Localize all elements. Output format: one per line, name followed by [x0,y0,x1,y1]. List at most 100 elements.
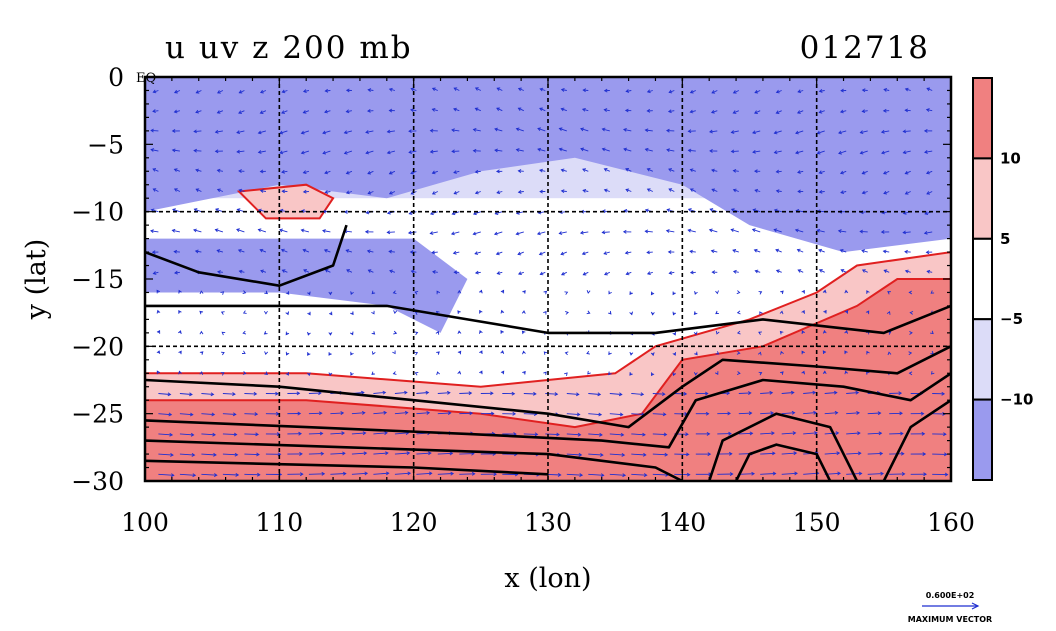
wind-vector [625,188,632,193]
wind-vector [926,191,933,195]
wind-vector [588,453,604,457]
wind-vector [560,251,567,256]
wind-vector [308,471,326,476]
wind-vector [844,309,849,314]
wind-vector [264,290,268,295]
wind-vector [242,330,247,335]
wind-vector [500,289,505,294]
wind-vector [257,130,267,135]
wind-vector [388,108,395,113]
wind-vector [150,128,159,133]
wind-vector [152,271,159,275]
wind-vector [330,411,345,415]
wind-vector [515,127,524,132]
wind-vector [603,188,610,193]
wind-vector [646,188,653,192]
wind-vector [257,228,267,233]
wind-vector [410,108,417,113]
colorbar-bin-1 [972,157,993,240]
wind-vector [926,269,933,274]
wind-vector [859,229,868,234]
wind-vector [238,169,245,173]
wind-vector [795,150,804,155]
wind-vector [693,311,698,315]
wind-vector [717,472,734,476]
wind-vector [308,391,322,396]
region-1 [145,238,468,333]
wind-vector [760,451,776,456]
contour-line-7 [734,443,832,481]
wind-vector [861,269,868,273]
wind-vector [844,289,849,294]
wind-vector [709,149,718,153]
wind-vector [780,350,784,355]
wind-vector [818,269,825,273]
wind-vector [759,311,763,316]
wind-vector [803,410,817,415]
wind-vector [644,229,653,234]
wind-vector [904,191,911,195]
wind-vector [158,392,172,397]
wind-vector [287,431,302,436]
wind-vector [453,170,460,174]
wind-vector [260,269,267,274]
wind-vector [801,310,805,314]
wind-vector [436,371,441,376]
wind-vector [652,432,668,437]
wind-vector [285,311,290,316]
x-tick-label: 140 [658,508,706,537]
wind-vector [881,150,890,155]
wind-vector [883,269,890,273]
wind-vector [285,331,290,336]
wind-vector [472,148,481,153]
wind-vector [732,168,739,173]
wind-vector [909,310,914,315]
wind-vector [302,170,310,175]
wind-vector [566,452,583,457]
wind-vector [730,228,739,233]
wind-vector [839,170,847,175]
wind-vector [889,431,904,436]
wind-vector [586,290,591,294]
wind-vector [431,250,438,255]
wind-vector [373,431,388,435]
wind-vector [416,390,430,395]
wind-vector [909,331,913,335]
wind-vector [307,291,311,296]
wind-vector [457,310,461,314]
wind-vector [910,472,927,477]
wind-vector [609,412,624,417]
wind-vector [373,471,390,476]
wind-vector [214,228,224,233]
wind-vector [580,127,589,132]
wind-vector [539,168,546,173]
wind-vector [760,431,775,436]
colorbar-bin-0 [972,77,993,160]
wind-vector [925,250,933,255]
wind-vector [608,290,612,295]
plot-frame [143,75,953,483]
wind-vector [564,291,569,295]
wind-vector [781,431,797,435]
wind-vector [779,371,784,375]
wind-vector [179,473,197,478]
wind-vector [672,352,676,356]
wind-vector [435,330,440,335]
x-tick-label: 100 [121,508,169,537]
wind-vector [452,250,460,255]
wind-vector [902,150,911,155]
wind-vector [926,87,933,92]
wind-vector [861,249,868,254]
wind-vector [902,230,911,235]
wind-vector [668,270,675,275]
wind-vector [302,248,310,253]
wind-vector [151,250,159,255]
wind-vector [601,147,610,152]
wind-vector [754,90,761,94]
wind-vector [216,168,223,173]
wind-vector [201,432,216,437]
wind-vector [323,248,331,253]
wind-vector [373,451,389,456]
wind-vector [801,370,805,375]
wind-vector [201,452,217,457]
